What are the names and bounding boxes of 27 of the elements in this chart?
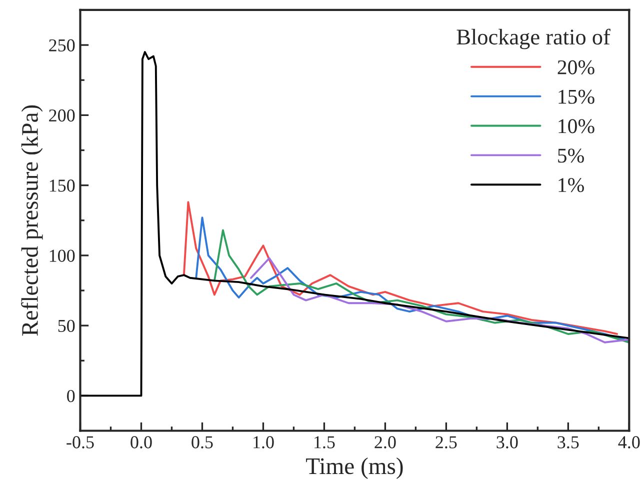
- y-tick-label: 50: [58, 320, 75, 332]
- x-tick-label: 2.0: [374, 436, 396, 448]
- y-tick-label: 150: [50, 180, 75, 192]
- y-tick-label: 0: [67, 390, 75, 402]
- y-tick-label: 250: [49, 39, 75, 52]
- x-tick-label: -0.5: [66, 436, 94, 448]
- x-tick-label: 1.0: [254, 436, 274, 448]
- legend-label: 1%: [558, 178, 584, 192]
- x-tick-label: 0.0: [130, 436, 152, 448]
- legend-title: Blockage ratio of: [456, 28, 610, 50]
- y-tick-label: 200: [49, 109, 75, 122]
- x-tick-label: 1.5: [314, 436, 335, 448]
- legend-label: 20%: [558, 60, 594, 74]
- x-tick-label: 4.0: [618, 436, 640, 448]
- legend-label: 5%: [558, 148, 584, 163]
- line-series: [80, 51, 630, 397]
- x-axis-title: Time (ms): [306, 458, 403, 479]
- y-tick-label: 100: [50, 250, 75, 262]
- legend-label: 15%: [558, 90, 594, 104]
- line-series: [182, 201, 618, 335]
- x-tick-label: 0.5: [192, 436, 213, 448]
- line-series: [250, 257, 630, 344]
- x-tick-label: 3.0: [496, 436, 518, 448]
- legend-label: 10%: [558, 119, 594, 134]
- y-axis-title: Reflected pressure (kPa): [21, 105, 43, 336]
- x-tick-label: 2.5: [436, 436, 457, 448]
- x-tick-label: 3.5: [558, 436, 579, 448]
